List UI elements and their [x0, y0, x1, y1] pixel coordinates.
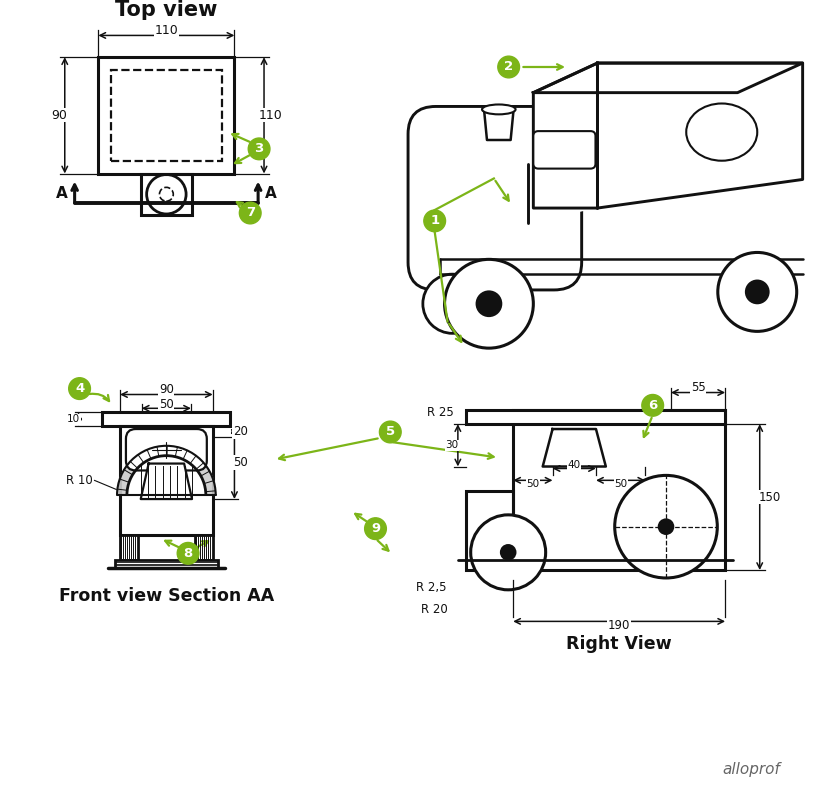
Text: R 25: R 25	[427, 405, 454, 419]
Text: 50: 50	[159, 398, 174, 411]
Text: 4: 4	[75, 382, 84, 395]
Polygon shape	[533, 63, 803, 93]
Bar	[98, 57, 235, 173]
Circle shape	[477, 292, 501, 316]
Text: 9: 9	[371, 522, 380, 535]
Polygon shape	[533, 63, 597, 208]
Circle shape	[718, 253, 797, 332]
Circle shape	[471, 515, 545, 590]
Text: 30: 30	[446, 440, 458, 450]
Polygon shape	[597, 63, 803, 208]
Text: Front view Section AA: Front view Section AA	[59, 587, 274, 605]
Text: Top view: Top view	[115, 0, 218, 20]
Bar	[102, 413, 231, 426]
Ellipse shape	[482, 104, 516, 114]
Text: 6: 6	[648, 399, 658, 412]
Text: 90: 90	[159, 383, 174, 396]
Text: 20: 20	[233, 425, 248, 438]
Circle shape	[501, 545, 515, 559]
Text: 1: 1	[430, 215, 439, 227]
Circle shape	[68, 378, 91, 399]
Circle shape	[615, 475, 718, 578]
Polygon shape	[528, 164, 597, 223]
Text: 10: 10	[67, 414, 80, 425]
Polygon shape	[117, 446, 216, 495]
Bar	[466, 410, 725, 424]
Bar	[111, 70, 222, 161]
Text: 55: 55	[691, 381, 705, 394]
FancyBboxPatch shape	[533, 131, 596, 169]
Text: R 2,5: R 2,5	[415, 581, 446, 595]
Circle shape	[659, 520, 673, 533]
Text: 50: 50	[527, 479, 540, 489]
Text: 150: 150	[758, 491, 780, 503]
Text: Right View: Right View	[566, 635, 672, 653]
Circle shape	[642, 394, 663, 417]
Circle shape	[424, 210, 446, 231]
Circle shape	[248, 138, 270, 160]
Bar	[120, 534, 138, 560]
Bar	[115, 560, 218, 568]
Polygon shape	[543, 429, 606, 467]
Polygon shape	[484, 110, 513, 140]
Bar	[195, 534, 213, 560]
Text: 40: 40	[568, 460, 581, 470]
FancyBboxPatch shape	[126, 429, 207, 471]
Circle shape	[445, 259, 533, 348]
Text: 110: 110	[259, 109, 283, 122]
Circle shape	[177, 542, 199, 564]
Bar	[141, 173, 192, 215]
Text: 50: 50	[614, 479, 627, 489]
Text: 190: 190	[608, 619, 630, 632]
Text: 8: 8	[184, 547, 193, 560]
Circle shape	[379, 421, 401, 443]
FancyBboxPatch shape	[408, 107, 582, 290]
Text: 5: 5	[386, 425, 395, 439]
Circle shape	[365, 518, 386, 540]
Circle shape	[747, 281, 768, 303]
Text: 7: 7	[246, 207, 255, 219]
Text: 50: 50	[233, 456, 248, 469]
Text: R 20: R 20	[421, 603, 448, 616]
Bar	[466, 491, 513, 570]
Text: 90: 90	[51, 109, 67, 122]
Text: 3: 3	[255, 142, 264, 155]
Text: A: A	[265, 186, 277, 201]
Circle shape	[239, 202, 261, 224]
Text: 2: 2	[504, 60, 513, 73]
Polygon shape	[141, 463, 192, 499]
Circle shape	[423, 274, 482, 333]
Circle shape	[498, 56, 519, 78]
Bar	[513, 410, 725, 570]
Text: 110: 110	[154, 24, 178, 37]
Text: alloprof: alloprof	[722, 762, 780, 778]
Bar	[120, 426, 213, 534]
Text: R 10: R 10	[66, 474, 92, 487]
Ellipse shape	[686, 103, 757, 161]
Text: A: A	[56, 186, 68, 201]
